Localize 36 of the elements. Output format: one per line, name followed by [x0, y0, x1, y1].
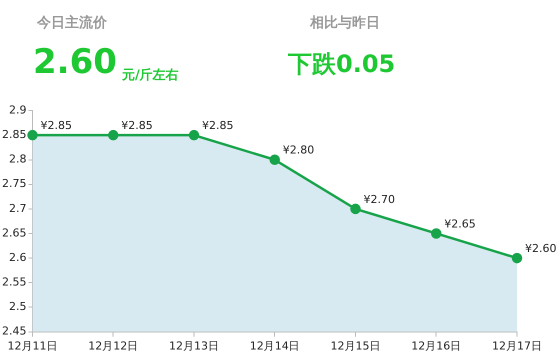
text: 下跌0.05 — [288, 49, 396, 80]
x-tick-label: 12月15日 — [330, 339, 380, 352]
text: 相比与昨日 — [310, 14, 380, 32]
y-tick-label: 2.5 — [8, 300, 26, 314]
y-tick-label: 2.75 — [2, 177, 26, 190]
y-tick-label: 2.55 — [2, 276, 26, 289]
y-tick-label: 2.6 — [8, 250, 26, 264]
x-tick-label: 12月16日 — [411, 339, 462, 352]
y-tick-label: 2.7 — [8, 202, 26, 215]
point — [431, 228, 442, 239]
data-label: ¥2.60 — [525, 242, 556, 255]
data-label: ¥2.85 — [40, 119, 72, 132]
text: 今日主流价 — [37, 14, 107, 32]
data-label: ¥2.70 — [363, 192, 395, 206]
point — [269, 154, 280, 166]
point — [108, 130, 118, 140]
data-label: ¥2.80 — [282, 144, 314, 157]
x-tick-label: 12月11日 — [7, 339, 58, 352]
x-tick-label: 12月13日 — [168, 339, 219, 352]
y-tick-label: 2.85 — [2, 128, 26, 142]
text: 元/斤左右 — [122, 66, 179, 84]
data-label: ¥2.65 — [444, 217, 476, 230]
point — [350, 204, 361, 214]
x-tick-label: 12月17日 — [492, 339, 542, 352]
point — [512, 252, 522, 264]
y-tick-label: 2.9 — [8, 103, 26, 116]
y-tick-label: 2.45 — [2, 324, 26, 338]
y-tick-label: 2.8 — [8, 152, 26, 166]
x-tick-label: 12月14日 — [250, 339, 300, 352]
point — [27, 130, 38, 140]
y-tick-label: 2.65 — [2, 226, 26, 240]
data-label: ¥2.85 — [202, 119, 234, 132]
x-tick-label: 12月12日 — [88, 339, 138, 352]
text: 2.60 — [33, 42, 117, 82]
point — [188, 130, 200, 140]
data-label: ¥2.85 — [121, 119, 153, 132]
